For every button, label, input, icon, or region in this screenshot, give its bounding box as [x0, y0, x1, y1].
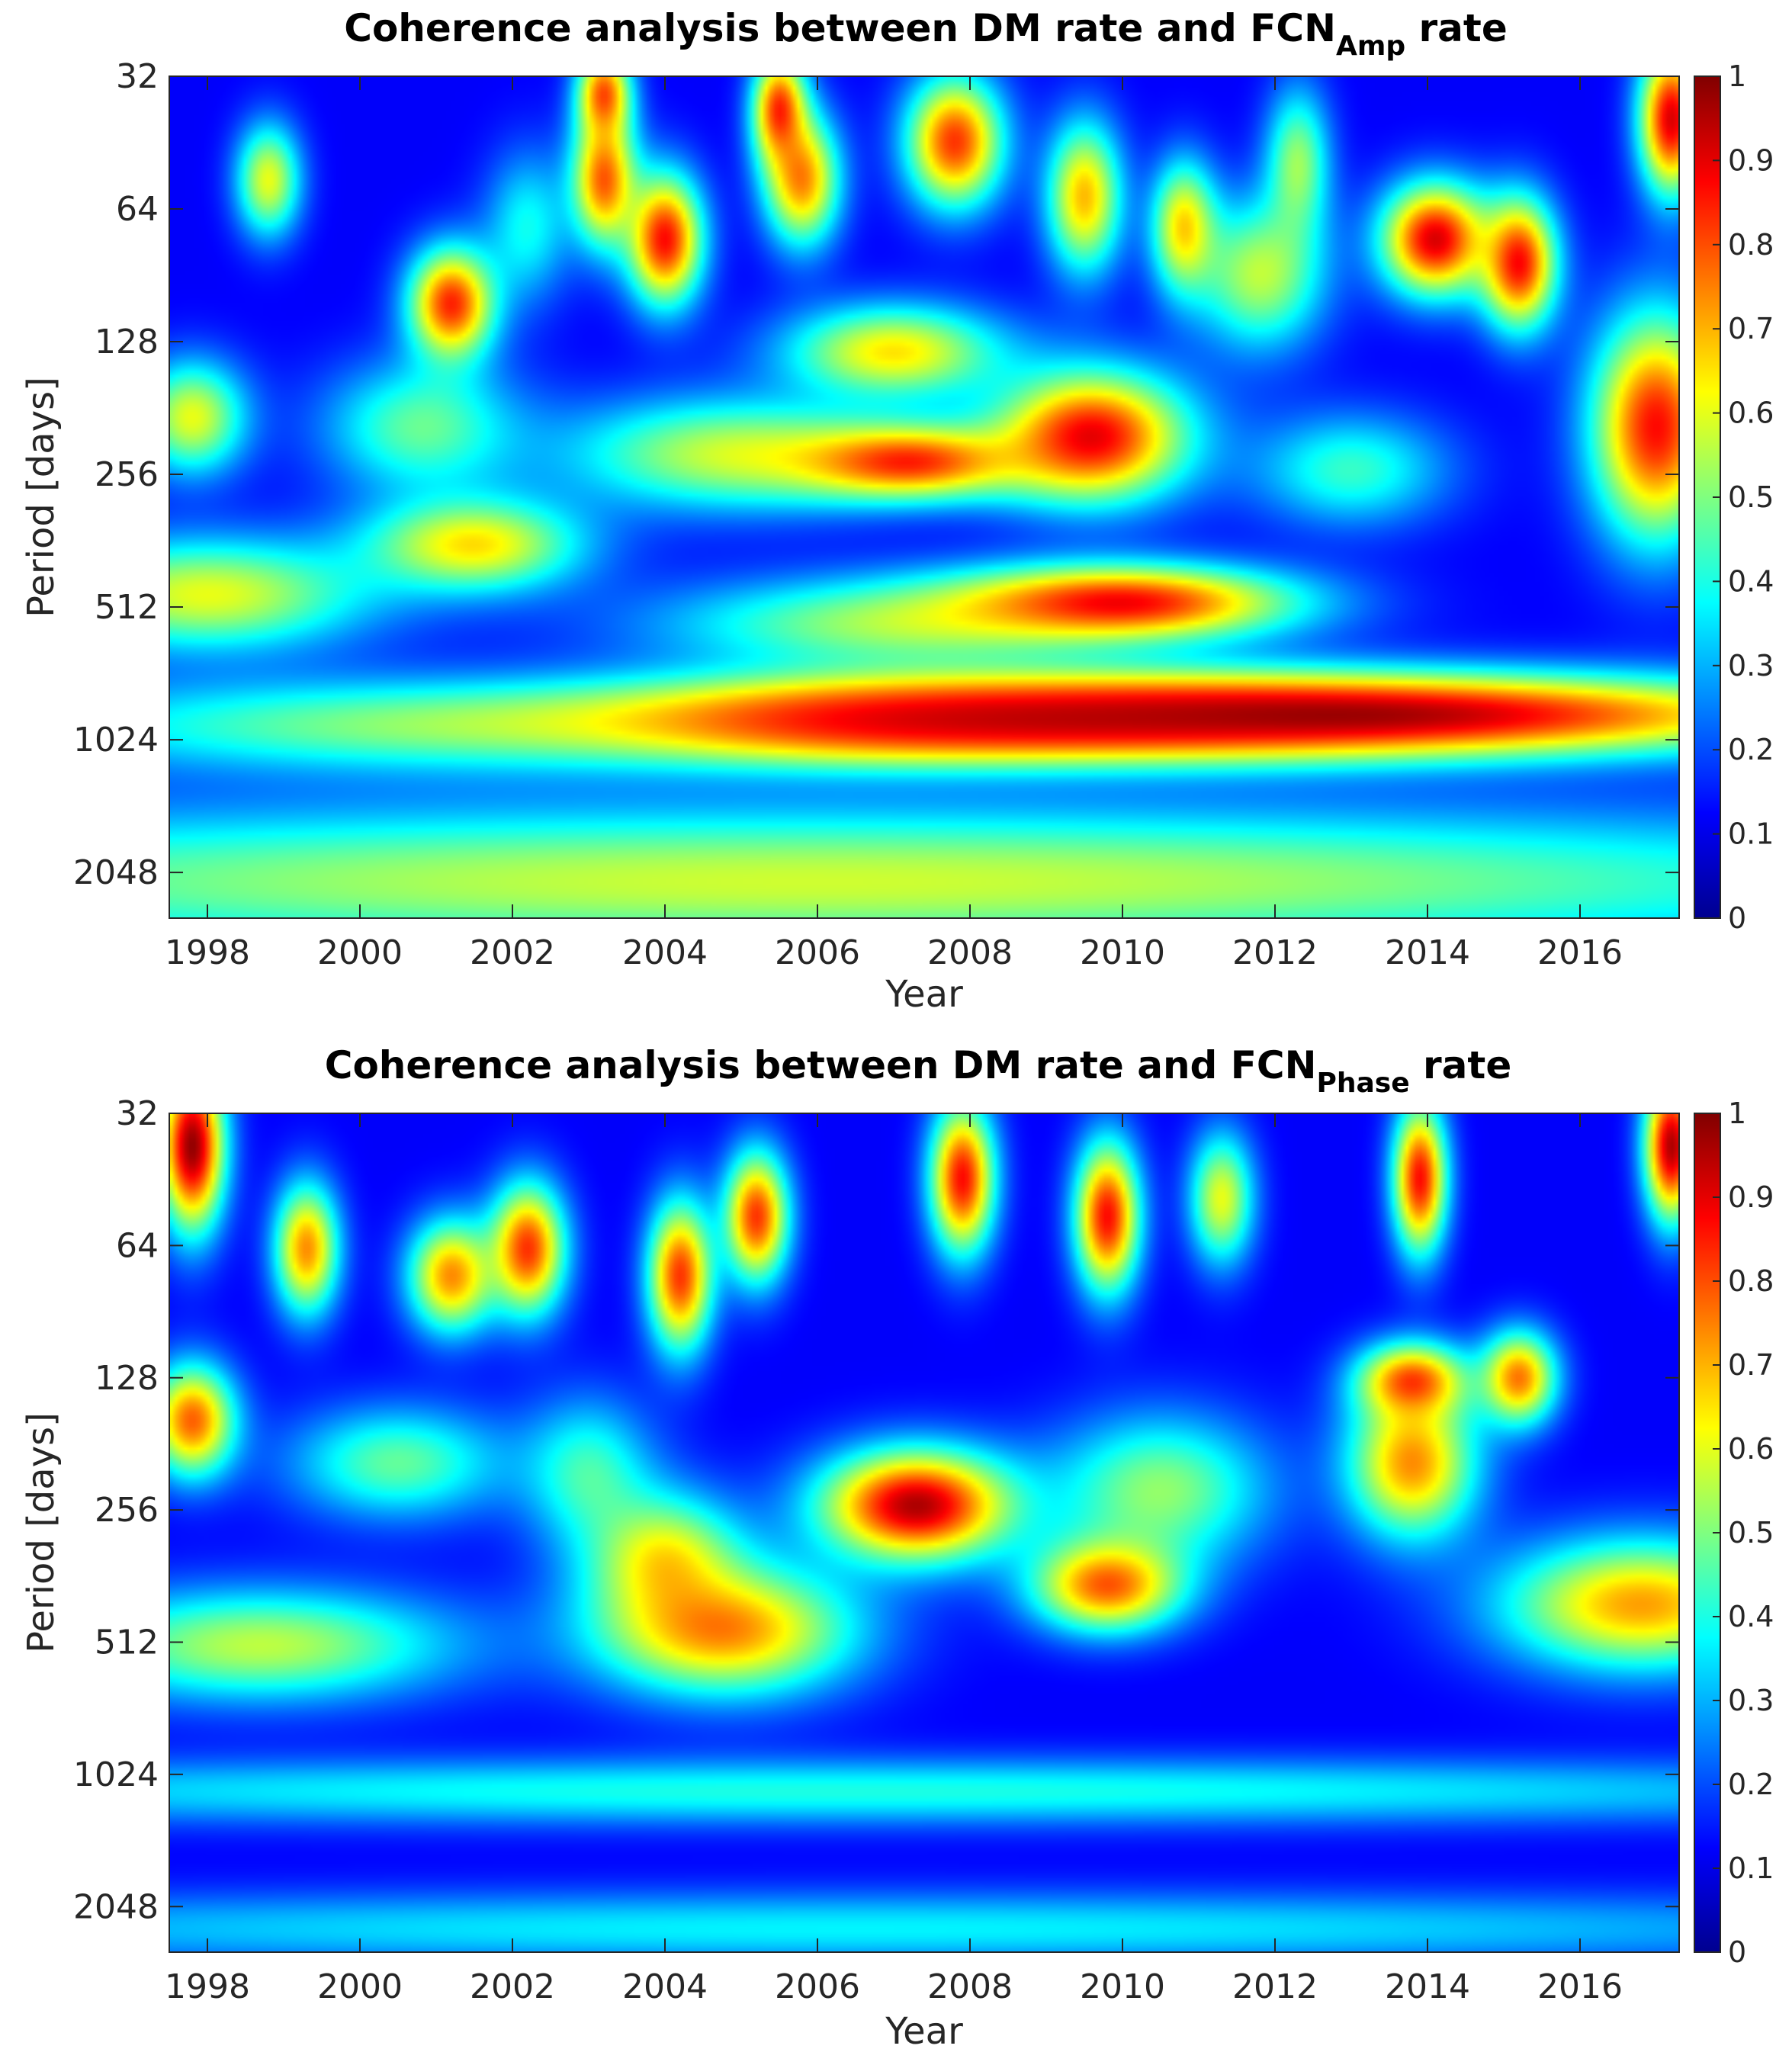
title-2: Coherence analysis between DM rate and F… [325, 1043, 1511, 1099]
colorbar-tick-label: 0.7 [1728, 1348, 1774, 1382]
colorbar-tick-label: 0 [1728, 901, 1746, 935]
colorbar-tick-label: 0.6 [1728, 1432, 1774, 1466]
y-axis-label-1: Period [days] [20, 377, 63, 618]
colorbar-2: 0 0.1 0.2 0.3 0.4 0.5 0.6 0.7 0.8 0.9 1 [1694, 1097, 1774, 1969]
x-tick-label: 2008 [927, 933, 1013, 972]
colorbar-tick-label: 0.1 [1728, 817, 1774, 851]
colorbar-tick-label: 0.3 [1728, 1684, 1774, 1717]
x-tick-label: 2010 [1080, 933, 1165, 972]
x-tick-label: 2014 [1385, 933, 1470, 972]
x-tick-label: 1998 [165, 933, 250, 972]
title-1: Coherence analysis between DM rate and F… [344, 6, 1507, 62]
y-axis-label-2: Period [days] [20, 1412, 63, 1653]
x-tick-label: 2016 [1537, 933, 1623, 972]
axes-2: 1998 2000 2002 2004 2006 2008 2010 2012 2014 2016… [73, 1094, 1680, 2006]
colorbar-tick-label: 0.7 [1728, 312, 1774, 345]
colorbar-tick-label: 0.5 [1728, 1516, 1774, 1550]
y-tick-label: 32 [116, 1094, 159, 1133]
y-tick-label: 1024 [73, 1755, 159, 1794]
colorbar-tick-label: 0.8 [1728, 1264, 1774, 1298]
x-axis-label-2: Year [885, 2010, 963, 2053]
heatmap-2 [169, 1113, 1679, 1952]
x-tick-label: 2012 [1232, 933, 1318, 972]
panel-1: Coherence analysis between DM rate and F… [20, 6, 1774, 1016]
y-tick-label: 1024 [73, 721, 159, 760]
y-tick-label: 256 [95, 1491, 159, 1530]
title-2-suffix: rate [1410, 1043, 1512, 1087]
y-tick-label: 2048 [73, 853, 159, 892]
plot-frame [169, 1113, 1680, 1953]
y-tick-label: 256 [95, 455, 159, 494]
colorbar-tick-label: 0.1 [1728, 1851, 1774, 1885]
axes-1: 1998 2000 2002 2004 2006 2008 2010 2012 2014 2016… [73, 57, 1680, 972]
colorbar-tick-label: 0.4 [1728, 564, 1774, 598]
x-tick-label: 2008 [927, 1967, 1013, 2006]
x-tick-label: 2006 [775, 933, 860, 972]
x-tick-label: 2004 [622, 933, 708, 972]
colorbar-tick-label: 1 [1728, 59, 1746, 93]
colorbar-tick-label: 0.5 [1728, 480, 1774, 514]
x-tick-label: 2000 [317, 933, 403, 972]
x-tick-label: 2014 [1385, 1967, 1470, 2006]
x-axis-label-1: Year [885, 973, 963, 1016]
x-tick-label: 2002 [470, 1967, 555, 2006]
y-tick-label: 512 [95, 588, 159, 627]
x-tick-label: 2004 [622, 1967, 708, 2006]
colorbar-1-ticks: 0 0.1 0.2 0.3 0.4 0.5 0.6 0.7 0.8 0.9 1 [1713, 59, 1774, 935]
x-tick-label: 2016 [1537, 1967, 1623, 2006]
title-2-main: Coherence analysis between DM rate and F… [325, 1043, 1317, 1087]
title-1-subscript: Amp [1336, 31, 1405, 62]
y-tick-label: 2048 [73, 1887, 159, 1926]
colorbar-tick-label: 0 [1728, 1935, 1746, 1969]
title-2-subscript: Phase [1316, 1068, 1409, 1099]
title-1-main: Coherence analysis between DM rate and F… [344, 6, 1336, 50]
y-tick-label: 128 [95, 323, 159, 361]
panel-2: Coherence analysis between DM rate and F… [20, 1043, 1774, 2053]
x-tick-label: 2006 [775, 1967, 860, 2006]
colorbar-tick-label: 0.8 [1728, 228, 1774, 262]
y-tick-label: 64 [116, 1226, 159, 1265]
colorbar-tick-label: 0.9 [1728, 1180, 1774, 1214]
colorbar-2-ticks: 0 0.1 0.2 0.3 0.4 0.5 0.6 0.7 0.8 0.9 1 [1713, 1097, 1774, 1969]
colorbar-tick-label: 1 [1728, 1097, 1746, 1130]
x-tick-label: 1998 [165, 1967, 250, 2006]
colorbar-tick-label: 0.6 [1728, 397, 1774, 430]
colorbar-tick-label: 0.9 [1728, 143, 1774, 177]
heatmap-1 [169, 76, 1679, 918]
colorbar-tick-label: 0.3 [1728, 649, 1774, 682]
y-tick-label: 512 [95, 1623, 159, 1662]
title-1-suffix: rate [1405, 6, 1508, 50]
plot-frame [169, 75, 1680, 919]
y-tick-label: 64 [116, 190, 159, 229]
colorbar-tick-label: 0.2 [1728, 1768, 1774, 1801]
colorbar-1: 0 0.1 0.2 0.3 0.4 0.5 0.6 0.7 0.8 0.9 1 [1694, 59, 1774, 935]
colorbar-tick-label: 0.2 [1728, 733, 1774, 766]
x-tick-label: 2002 [470, 933, 555, 972]
y-tick-label: 128 [95, 1359, 159, 1398]
y-tick-label: 32 [116, 57, 159, 96]
x-tick-label: 2000 [317, 1967, 403, 2006]
x-tick-label: 2010 [1080, 1967, 1165, 2006]
colorbar-tick-label: 0.4 [1728, 1600, 1774, 1633]
x-tick-label: 2012 [1232, 1967, 1318, 2006]
